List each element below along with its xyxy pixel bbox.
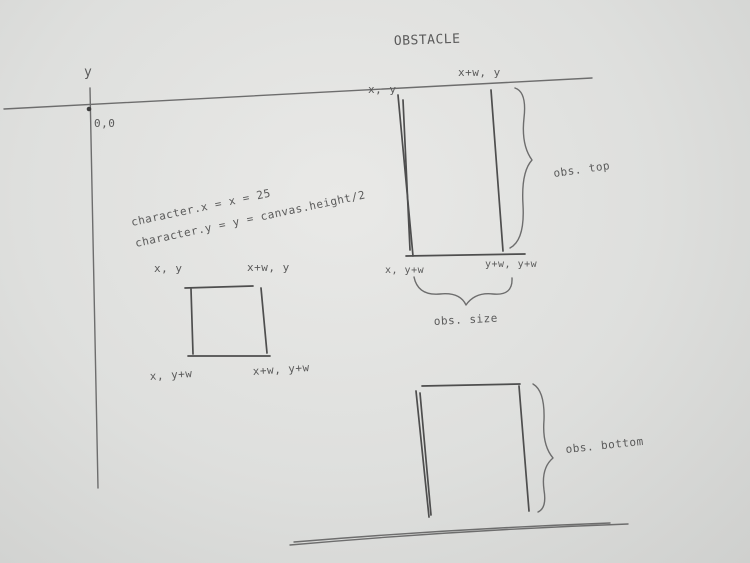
character-bottom-right-label: x+w, y+w bbox=[252, 361, 310, 378]
character-box bbox=[184, 285, 271, 357]
top-axis-line bbox=[3, 77, 593, 110]
character-top-right-label: x+w, y bbox=[247, 261, 290, 274]
obstacle-size-label: obs. size bbox=[433, 312, 498, 328]
obstacle-top-label: obs. top bbox=[553, 159, 611, 180]
ground-line-2 bbox=[293, 522, 611, 543]
obstacle-top-brace bbox=[509, 87, 533, 249]
y-axis-label: y bbox=[84, 65, 92, 80]
title: OBSTACLE bbox=[394, 32, 461, 49]
left-axis-line bbox=[89, 87, 99, 489]
origin-dot bbox=[86, 106, 92, 112]
obstacle-size-brace bbox=[413, 276, 513, 306]
ground-line bbox=[289, 523, 629, 546]
obstacle-bottom-right-label: y+w, y+w bbox=[485, 259, 538, 270]
obstacle-top-right-label: x+w, y bbox=[458, 66, 501, 79]
obstacle-top-left-label: x, y bbox=[368, 83, 397, 96]
character-bottom-left-label: x, y+w bbox=[149, 367, 193, 383]
origin-label: 0,0 bbox=[94, 117, 115, 130]
obstacle-top-pipe bbox=[397, 89, 526, 257]
obstacle-bottom-brace bbox=[532, 383, 554, 513]
obstacle-bottom-pipe bbox=[415, 383, 530, 518]
character-top-left-label: x, y bbox=[154, 262, 183, 275]
obstacle-bottom-label: obs. bottom bbox=[565, 435, 644, 456]
obstacle-bottom-left-label: x, y+w bbox=[385, 265, 425, 276]
